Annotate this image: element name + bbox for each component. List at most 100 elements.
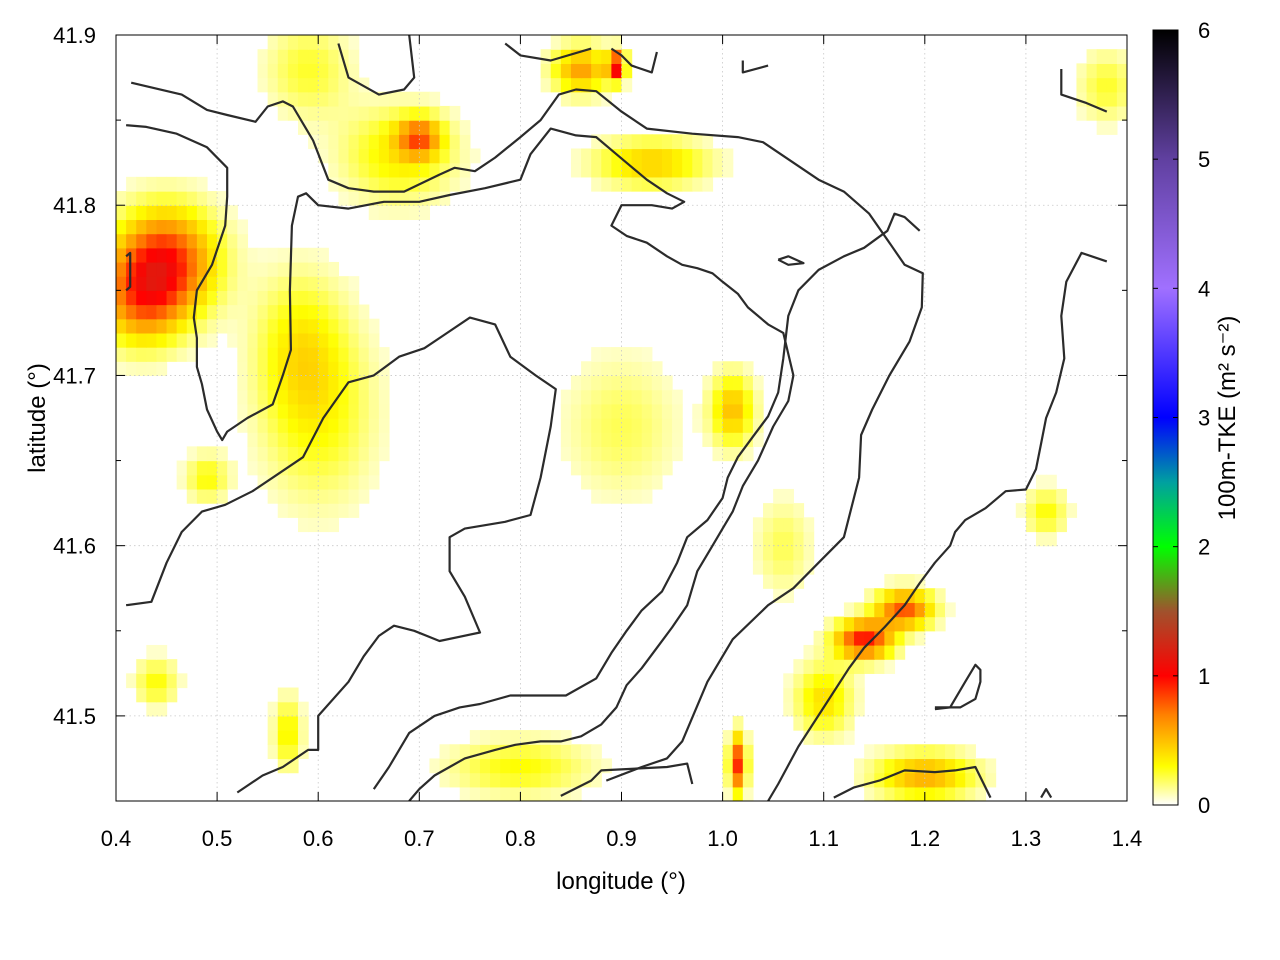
heat-cell	[196, 460, 208, 476]
heat-cell	[247, 347, 259, 362]
heat-cell	[813, 715, 825, 731]
heat-cell	[196, 318, 208, 334]
heat-cell	[449, 176, 461, 192]
heat-cell	[277, 361, 289, 377]
heat-cell	[206, 233, 218, 249]
heat-cell	[328, 361, 340, 377]
heat-cell	[560, 403, 572, 419]
heat-cell	[156, 332, 168, 348]
heat-cell	[348, 432, 360, 447]
heat-cell	[459, 120, 471, 135]
heat-cell	[722, 772, 734, 788]
heat-cell	[318, 304, 329, 320]
heat-cell	[308, 247, 319, 263]
heat-cell	[469, 772, 481, 788]
heat-cell	[702, 403, 714, 419]
heat-cell	[308, 35, 319, 50]
heat-cell	[621, 488, 633, 504]
heat-cell	[803, 559, 815, 575]
heat-cell	[570, 446, 582, 462]
heat-cell	[601, 63, 612, 79]
heat-cell	[894, 772, 906, 788]
heat-cell	[186, 304, 198, 320]
heat-cell	[712, 389, 724, 405]
heat-cell	[611, 418, 623, 433]
heat-cell	[570, 91, 582, 107]
heat-cell	[419, 105, 431, 121]
heat-cell	[682, 134, 693, 150]
heat-cell	[591, 389, 602, 405]
heat-cell	[217, 261, 228, 277]
heat-cell	[328, 318, 340, 334]
heat-cell	[237, 389, 249, 405]
heat-cell	[591, 162, 602, 178]
heat-cell	[439, 191, 451, 206]
heat-cell	[338, 446, 350, 462]
heat-cell	[287, 290, 299, 306]
heat-cell	[651, 134, 663, 150]
heat-cell	[540, 49, 552, 64]
heat-cell	[146, 304, 158, 320]
heat-cell	[631, 176, 643, 192]
heat-cell	[297, 715, 309, 731]
heat-cell	[631, 432, 643, 447]
heat-cell	[732, 744, 744, 760]
heat-cell	[409, 176, 420, 192]
heat-cell	[854, 772, 865, 788]
heat-cell	[267, 290, 279, 306]
grid-lines	[116, 34, 1127, 801]
heat-cell	[803, 644, 815, 660]
heat-cell	[611, 77, 623, 93]
heat-cell	[136, 205, 147, 221]
heat-cell	[237, 276, 249, 291]
heat-cell	[318, 35, 329, 50]
heat-cell	[257, 247, 269, 263]
heat-cell	[601, 347, 612, 362]
heat-cell	[945, 772, 956, 788]
heat-cell	[267, 318, 279, 334]
heat-cell	[560, 77, 572, 93]
heat-cell	[520, 744, 532, 760]
heat-cell	[146, 644, 158, 660]
heat-cell	[500, 744, 511, 760]
heat-cell	[287, 432, 299, 447]
heat-cell	[894, 588, 906, 604]
heat-cell	[277, 290, 289, 306]
heat-cell	[631, 361, 643, 377]
heat-cell	[206, 318, 218, 334]
heat-cell	[126, 205, 137, 221]
heat-cell	[126, 347, 137, 362]
heatmap-field	[116, 35, 1127, 801]
heat-cell	[186, 347, 198, 362]
heat-cell	[469, 744, 481, 760]
heat-cell	[297, 474, 309, 490]
heat-cell	[348, 176, 360, 192]
heat-cell	[196, 233, 208, 249]
heat-cell	[166, 261, 178, 277]
heat-cell	[924, 744, 936, 760]
heat-cell	[267, 730, 279, 745]
y-axis-ticks: 41.5 41.6 41.7 41.8 41.9	[53, 23, 1127, 802]
heat-cell	[449, 772, 461, 788]
heat-cell	[924, 602, 936, 618]
heat-cell	[601, 134, 612, 150]
x-tick-label: 0.7	[404, 826, 435, 851]
heat-cell	[934, 786, 946, 801]
heat-cell	[661, 134, 673, 150]
heat-cell	[176, 332, 188, 348]
heat-cell	[308, 261, 319, 277]
heat-cell	[965, 758, 976, 774]
heat-cell	[257, 432, 269, 447]
x-tick-label: 0.8	[505, 826, 536, 851]
heat-cell	[621, 403, 633, 419]
heat-cell	[308, 49, 319, 64]
heat-cell	[328, 503, 340, 518]
heat-cell	[550, 772, 562, 788]
heat-cell	[277, 418, 289, 433]
heat-cell	[924, 588, 936, 604]
heat-cell	[581, 403, 592, 419]
heat-cell	[813, 701, 825, 717]
heat-cell	[742, 389, 754, 405]
heat-cell	[783, 559, 794, 575]
heat-cell	[1076, 105, 1088, 121]
